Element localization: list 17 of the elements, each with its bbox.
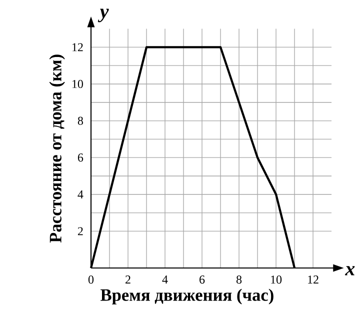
x-tick-label: 4 xyxy=(162,276,168,284)
x-tick-label: 12 xyxy=(308,276,318,284)
text: x xyxy=(344,266,355,276)
x-tick-label: 2 xyxy=(126,276,130,284)
y-tick-label: 6 xyxy=(78,154,84,162)
y-axis-title: Расстояние от дома (км) xyxy=(49,54,65,243)
y-tick-label: 10 xyxy=(72,80,83,88)
x-tick-label: 6 xyxy=(200,276,205,284)
y-tick-label: 12 xyxy=(72,43,83,52)
text: y xyxy=(98,8,109,22)
y-tick-label: 2 xyxy=(78,227,83,236)
y-tick-label: 4 xyxy=(78,190,84,198)
x-axis-title: Время движения (час) xyxy=(100,288,274,304)
x-tick-label: 8 xyxy=(236,276,242,284)
y-tick-label: 8 xyxy=(78,116,83,125)
x-tick-label: 0 xyxy=(88,276,94,284)
x-tick-label: 10 xyxy=(271,276,282,284)
